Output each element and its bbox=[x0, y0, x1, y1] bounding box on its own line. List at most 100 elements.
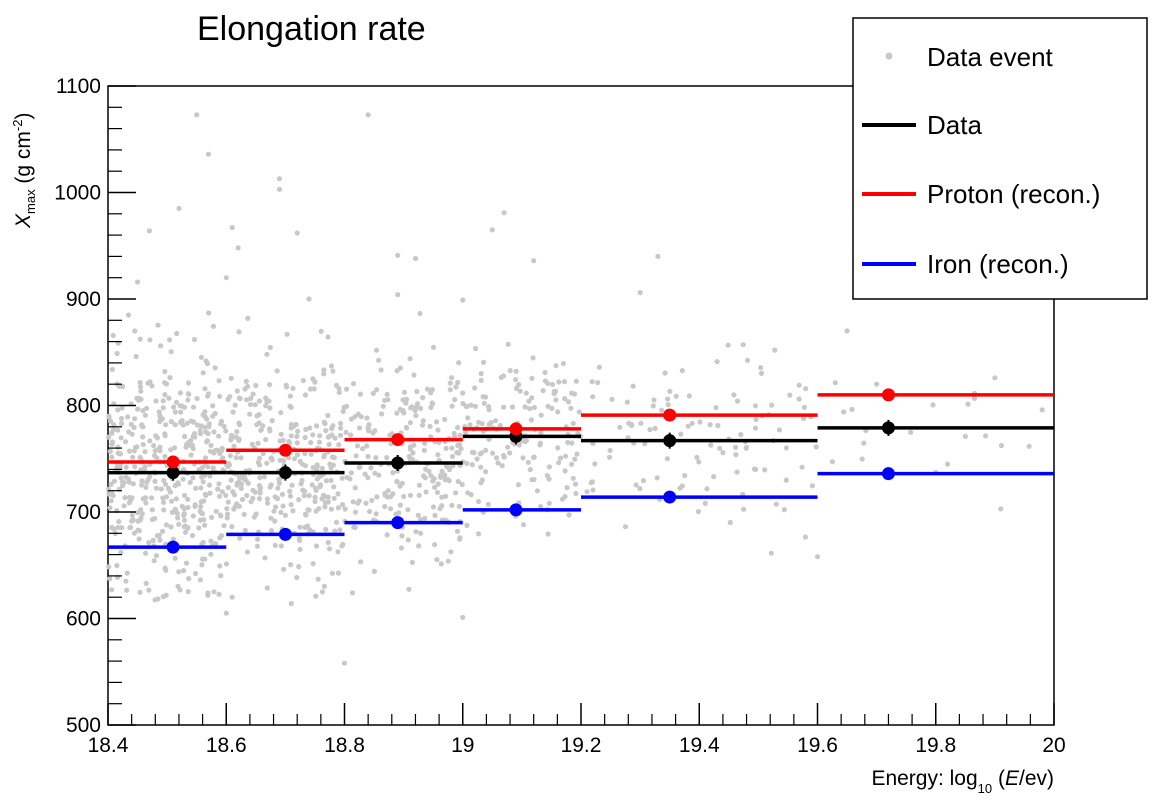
data-event-point bbox=[752, 425, 759, 431]
data-event-point bbox=[256, 455, 263, 461]
data-event-point bbox=[429, 387, 435, 393]
data-event-point bbox=[205, 590, 211, 596]
series-iron-point bbox=[663, 490, 677, 504]
data-event-point bbox=[310, 561, 316, 567]
data-event-point bbox=[768, 550, 774, 556]
data-event-point bbox=[348, 470, 354, 476]
data-event-point bbox=[971, 395, 978, 401]
data-event-point bbox=[302, 434, 308, 441]
data-event-point bbox=[161, 499, 167, 505]
data-event-point bbox=[414, 388, 420, 395]
data-event-point bbox=[168, 349, 174, 355]
y-tick-label: 700 bbox=[66, 501, 101, 524]
data-event-point bbox=[187, 479, 193, 485]
data-event-point bbox=[231, 506, 237, 512]
data-event-point bbox=[168, 419, 174, 425]
data-event-point bbox=[210, 403, 216, 409]
data-event-point bbox=[522, 439, 528, 445]
data-event-point bbox=[268, 528, 275, 534]
data-event-point bbox=[560, 360, 567, 367]
data-event-point bbox=[449, 502, 455, 508]
data-event-point bbox=[321, 454, 327, 460]
data-event-point bbox=[118, 549, 124, 556]
data-event-point bbox=[228, 435, 234, 441]
data-event-point bbox=[181, 517, 187, 523]
data-event-point bbox=[178, 409, 184, 415]
data-event-point bbox=[272, 518, 278, 524]
data-event-point bbox=[434, 489, 441, 495]
data-event-point bbox=[243, 378, 249, 384]
data-event-point bbox=[374, 494, 380, 500]
data-event-point bbox=[521, 522, 527, 528]
data-event-point bbox=[191, 336, 198, 343]
data-event-point bbox=[126, 500, 132, 506]
data-event-point bbox=[553, 397, 559, 403]
data-event-point bbox=[173, 399, 180, 405]
data-event-point bbox=[216, 591, 222, 597]
data-event-point bbox=[321, 492, 327, 498]
data-event-point bbox=[372, 428, 378, 434]
data-event-point bbox=[192, 503, 198, 509]
data-event-point bbox=[168, 524, 174, 530]
data-event-point bbox=[234, 429, 240, 435]
data-event-point bbox=[323, 526, 329, 533]
data-event-point bbox=[174, 330, 180, 337]
data-event-point bbox=[351, 524, 357, 530]
data-event-point bbox=[442, 477, 448, 483]
data-event-point bbox=[435, 427, 441, 433]
data-event-point bbox=[276, 480, 283, 486]
data-event-point bbox=[335, 549, 341, 555]
data-event-point bbox=[485, 501, 491, 507]
data-event-point bbox=[493, 455, 500, 461]
data-event-point bbox=[376, 357, 382, 363]
data-event-point bbox=[331, 455, 337, 461]
chart-title: Elongation rate bbox=[197, 10, 426, 48]
data-event-point bbox=[278, 410, 284, 416]
data-event-point bbox=[107, 576, 113, 582]
data-event-point bbox=[126, 479, 132, 485]
data-event-point bbox=[209, 514, 215, 521]
data-event-point bbox=[513, 368, 519, 374]
data-event-point bbox=[303, 426, 309, 433]
data-event-point bbox=[276, 186, 283, 192]
data-event-point bbox=[429, 400, 435, 406]
data-event-point bbox=[197, 431, 204, 437]
data-event-point bbox=[874, 381, 880, 387]
data-event-point bbox=[194, 395, 200, 402]
data-event-point bbox=[744, 357, 751, 363]
data-event-point bbox=[694, 454, 700, 460]
y-tick-label: 900 bbox=[66, 288, 101, 311]
data-event-point bbox=[394, 410, 400, 416]
series-data-point bbox=[663, 434, 677, 448]
x-tick-label: 19.6 bbox=[797, 734, 838, 757]
data-event-point bbox=[219, 489, 225, 495]
data-event-point bbox=[655, 253, 661, 259]
data-event-point bbox=[930, 402, 936, 408]
data-event-point bbox=[260, 450, 266, 457]
data-event-point bbox=[158, 343, 164, 349]
data-event-point bbox=[507, 368, 513, 374]
data-event-point bbox=[265, 500, 271, 506]
data-event-point bbox=[713, 405, 719, 411]
data-event-point bbox=[348, 432, 354, 438]
data-event-point bbox=[288, 562, 294, 568]
data-event-point bbox=[170, 536, 176, 542]
data-event-point bbox=[118, 475, 124, 481]
series-data-point bbox=[881, 421, 895, 435]
data-event-point bbox=[294, 433, 300, 440]
data-event-point bbox=[115, 525, 121, 531]
data-event-point bbox=[332, 528, 338, 534]
data-event-point bbox=[442, 472, 448, 478]
data-event-point bbox=[256, 483, 263, 489]
axes: 18.4 18.6 18.8 19 19.2 19.4 19.6 19.8 20 500 600 70… bbox=[54, 75, 1065, 757]
data-event-point bbox=[477, 451, 483, 457]
data-event-point bbox=[483, 447, 489, 453]
x-tick-label: 18.8 bbox=[324, 734, 365, 757]
data-event-point bbox=[294, 440, 300, 446]
data-event-point bbox=[129, 512, 135, 518]
data-event-point bbox=[301, 493, 307, 499]
data-event-point bbox=[313, 508, 319, 514]
data-event-point bbox=[202, 386, 208, 392]
data-event-point bbox=[531, 404, 538, 411]
